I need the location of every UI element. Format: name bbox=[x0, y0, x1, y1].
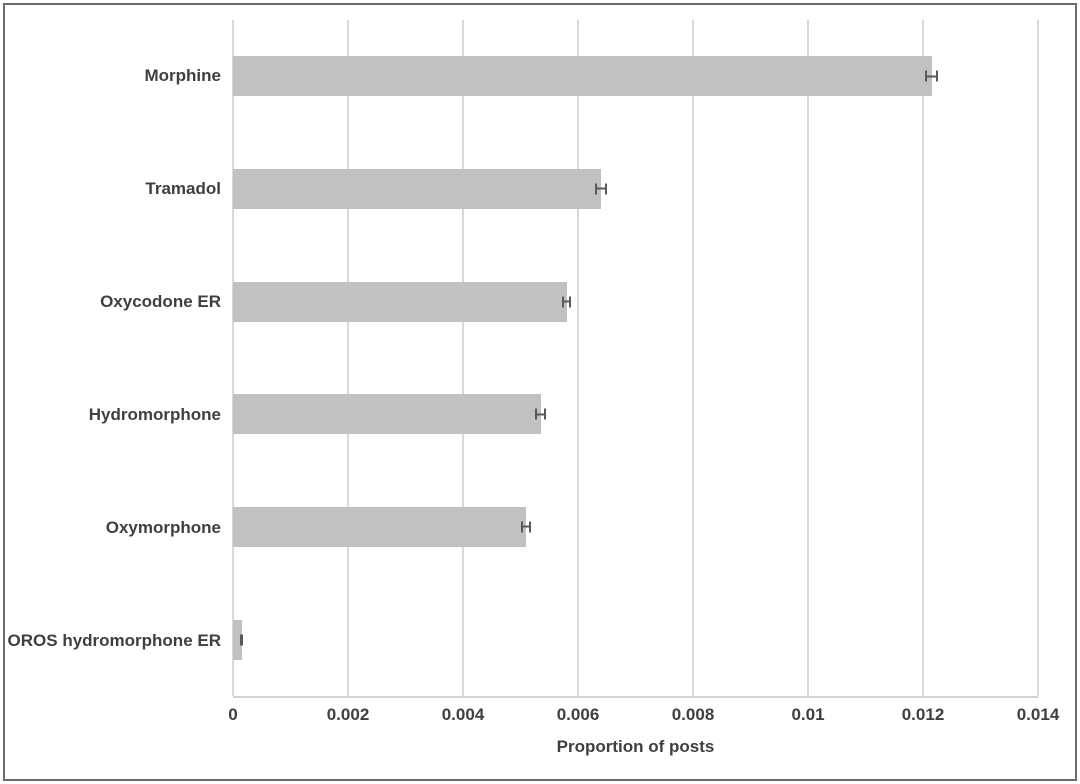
gridline bbox=[692, 20, 694, 696]
gridline bbox=[462, 20, 464, 696]
category-label: Oxycodone ER bbox=[100, 292, 221, 312]
x-axis-title: Proportion of posts bbox=[556, 737, 715, 756]
category-label-row: Morphine bbox=[5, 20, 222, 133]
x-tick-label: 0.004 bbox=[441, 705, 485, 724]
gridline bbox=[807, 20, 809, 696]
bar bbox=[233, 394, 541, 435]
category-label: Tramadol bbox=[145, 179, 221, 199]
bar-band bbox=[233, 358, 1038, 471]
x-tick-label: 0.002 bbox=[326, 705, 370, 724]
bar bbox=[233, 506, 527, 547]
x-tick-label: 0.006 bbox=[556, 705, 600, 724]
bar-band bbox=[233, 133, 1038, 246]
x-axis-ticks: 0 0.002 0.004 0.006 0.008 0.01 0.012 0.014 bbox=[228, 705, 1059, 731]
error-bar bbox=[521, 521, 532, 533]
gridline bbox=[347, 20, 349, 696]
error-bar-cap bbox=[604, 183, 607, 195]
x-tick-label: 0.014 bbox=[1016, 705, 1060, 724]
bar bbox=[233, 281, 567, 322]
bar bbox=[233, 168, 601, 209]
bar-band bbox=[233, 583, 1038, 696]
gridline bbox=[922, 20, 924, 696]
category-label: OROS hydromorphone ER bbox=[7, 631, 221, 651]
error-bar bbox=[534, 408, 547, 420]
error-bar bbox=[239, 634, 244, 646]
category-label: Hydromorphone bbox=[88, 405, 221, 425]
x-tick-label: 0.008 bbox=[671, 705, 715, 724]
category-label-row: OROS hydromorphone ER bbox=[5, 585, 221, 698]
gridline bbox=[1037, 20, 1039, 696]
category-axis: Morphine Tramadol Oxycodone ER Hydromorphon… bbox=[5, 20, 221, 698]
category-label-row: Hydromorphone bbox=[5, 359, 221, 472]
error-bar-cap bbox=[544, 408, 547, 420]
category-label-row: Oxymorphone bbox=[5, 472, 221, 585]
category-label: Oxymorphone bbox=[105, 518, 221, 538]
gridline bbox=[577, 20, 579, 696]
error-bar-cap bbox=[529, 521, 532, 533]
error-bar-line bbox=[521, 525, 532, 528]
error-bar-line bbox=[561, 300, 572, 303]
category-label: Morphine bbox=[144, 66, 222, 86]
plot-area bbox=[232, 20, 1039, 698]
error-bar-cap bbox=[569, 296, 572, 308]
category-label-row: Tramadol bbox=[5, 133, 221, 246]
x-tick-label: 0.012 bbox=[901, 705, 945, 724]
error-bar bbox=[561, 296, 572, 308]
bar-band bbox=[233, 471, 1038, 584]
error-bar-line bbox=[534, 413, 547, 416]
bar bbox=[233, 619, 242, 660]
x-tick-label: 0.01 bbox=[791, 705, 825, 724]
y-axis-line bbox=[232, 20, 234, 696]
category-label-row: Oxycodone ER bbox=[5, 246, 221, 359]
chart-frame: Morphine Tramadol Oxycodone ER Hydromorphon… bbox=[3, 3, 1077, 781]
bar-band bbox=[233, 20, 1038, 133]
error-bar bbox=[595, 183, 607, 195]
error-bar bbox=[925, 70, 938, 82]
x-tick-label: 0 bbox=[228, 705, 238, 724]
error-bar-cap bbox=[935, 70, 938, 82]
error-bar-line bbox=[925, 75, 938, 78]
error-bar-cap bbox=[241, 634, 244, 646]
error-bar-line bbox=[595, 187, 607, 190]
bar bbox=[233, 56, 932, 97]
bar-band bbox=[233, 245, 1038, 358]
